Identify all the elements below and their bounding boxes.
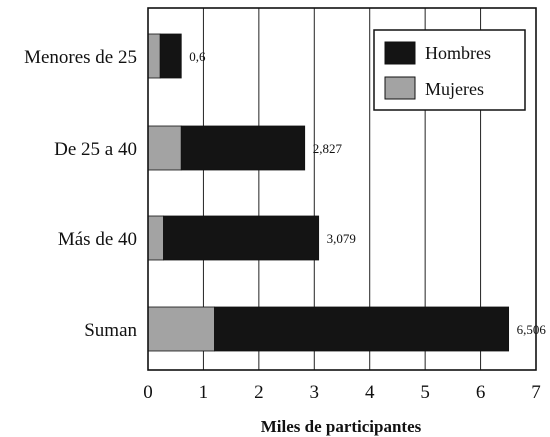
total-label: 0,6 — [189, 49, 206, 64]
category-label: De 25 a 40 — [54, 139, 137, 160]
bar-mujeres — [147, 306, 215, 352]
total-label: 2,827 — [313, 141, 343, 156]
category-label: Menores de 25 — [24, 47, 137, 68]
legend-swatch-hombres — [384, 41, 416, 65]
labels: 0 1 2 3 4 5 6 7 Menores de 25 0,6 De 25 a 40 2,827 M… — [24, 47, 546, 403]
bar-hombres — [214, 306, 510, 352]
x-tick-label: 5 — [420, 382, 430, 403]
bar-mujeres — [147, 215, 164, 261]
bar-hombres — [180, 125, 306, 171]
category-label: Suman — [84, 320, 137, 341]
total-label: 6,506 — [517, 322, 547, 337]
legend-label-mujeres: Mujeres — [425, 79, 484, 99]
plot-frame — [147, 7, 537, 371]
legend-label-hombres: Hombres — [425, 43, 491, 63]
bar-mujeres — [147, 125, 182, 171]
total-label: 3,079 — [327, 231, 356, 246]
x-tick-label: 6 — [476, 382, 486, 403]
x-tick-label: 4 — [365, 382, 375, 403]
x-tick-label: 3 — [310, 382, 320, 403]
x-tick-label: 2 — [254, 382, 264, 403]
bars — [147, 33, 510, 352]
x-axis-title: Miles de participantes — [261, 417, 422, 436]
bar-mujeres — [147, 33, 161, 79]
category-label: Más de 40 — [58, 229, 137, 250]
x-tick-label: 0 — [143, 382, 153, 403]
bar-hombres — [159, 33, 182, 79]
legend: Hombres Mujeres — [373, 29, 526, 111]
bar-hombres — [163, 215, 320, 261]
x-tick-label: 1 — [199, 382, 209, 403]
legend-swatch-mujeres — [384, 76, 416, 100]
x-tick-label: 7 — [531, 382, 541, 403]
